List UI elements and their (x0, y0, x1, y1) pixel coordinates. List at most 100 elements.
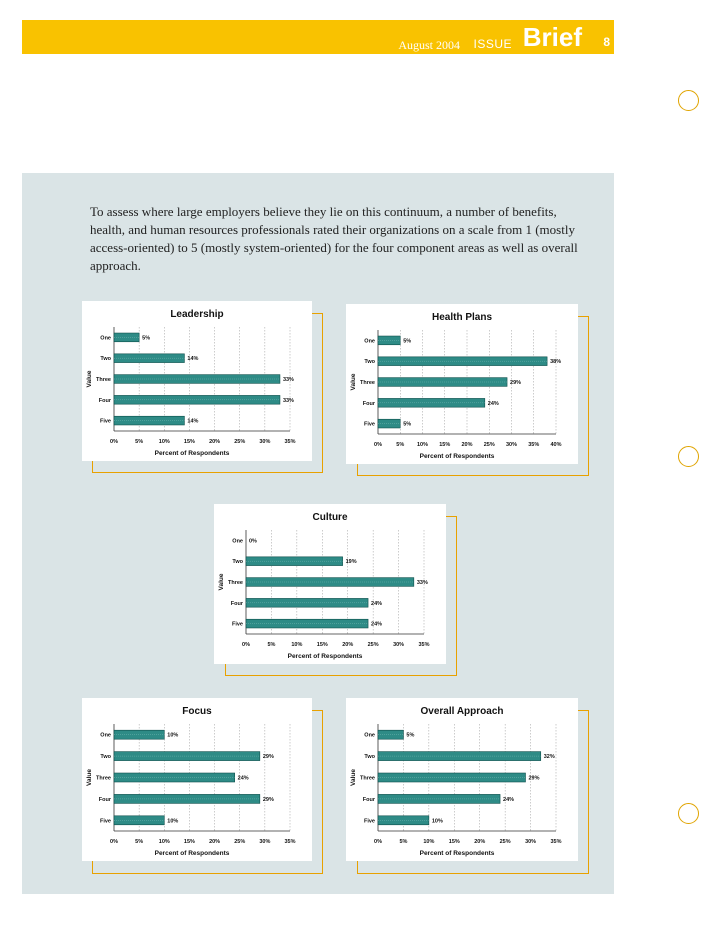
value-label: 10% (167, 818, 178, 824)
x-tick-label: 40% (550, 442, 561, 448)
chart-svg: Culture 0% 5% 10% 15% 20% 25% 30% 35% One 0% Two 19%… (218, 512, 430, 660)
x-tick-label: 20% (342, 642, 353, 648)
category-label: Two (100, 754, 111, 760)
x-axis-label: Percent of Respondents (288, 653, 363, 660)
y-axis-label: Value (350, 373, 357, 390)
value-label: 24% (371, 601, 382, 607)
x-tick-label: 35% (528, 442, 539, 448)
chart-title: Overall Approach (421, 706, 504, 717)
value-label: 29% (510, 380, 521, 386)
value-label: 29% (263, 797, 274, 803)
binder-hole-icon (678, 90, 699, 111)
x-tick-label: 10% (417, 442, 428, 448)
chart-svg: Health Plans 0% 5% 10% 15% 20% 25% 30% 35% 40% One… (350, 312, 562, 460)
x-tick-label: 20% (474, 839, 485, 845)
chart-svg: Focus 0% 5% 10% 15% 20% 25% 30% 35% One 10% Two 29% T… (86, 706, 296, 857)
value-label: 0% (249, 538, 257, 544)
category-label: One (100, 733, 111, 739)
x-tick-label: 20% (209, 439, 220, 445)
y-axis-label: Value (218, 573, 225, 590)
value-label: 24% (503, 797, 514, 803)
category-label: One (232, 538, 243, 544)
x-tick-label: 35% (418, 642, 429, 648)
y-axis-label: Value (350, 769, 357, 786)
intro-paragraph: To assess where large employers believe … (90, 204, 578, 273)
category-label: Four (99, 398, 112, 404)
x-tick-label: 5% (135, 839, 143, 845)
value-label: 38% (550, 359, 561, 365)
x-tick-label: 5% (399, 839, 407, 845)
chart-title: Leadership (170, 309, 223, 320)
category-label: One (364, 338, 375, 344)
chart-overall-approach: Overall Approach 0% 5% 10% 15% 20% 25% 30% 35% On… (346, 698, 578, 861)
category-label: Five (232, 622, 243, 628)
value-label: 33% (417, 580, 428, 586)
x-tick-label: 15% (317, 642, 328, 648)
x-tick-label: 10% (159, 439, 170, 445)
category-label: One (364, 733, 375, 739)
x-axis-label: Percent of Respondents (420, 850, 495, 857)
value-label: 5% (403, 422, 411, 428)
x-tick-label: 35% (550, 839, 561, 845)
category-label: Five (100, 818, 111, 824)
brief-logo: Brief (522, 22, 582, 52)
chart-title: Culture (313, 512, 348, 523)
value-label: 14% (187, 419, 198, 425)
x-tick-label: 20% (461, 442, 472, 448)
x-tick-label: 20% (209, 839, 220, 845)
category-label: Five (364, 422, 375, 428)
category-label: Four (99, 797, 112, 803)
x-tick-label: 0% (242, 642, 250, 648)
y-axis-label: Value (86, 769, 93, 786)
x-tick-label: 10% (423, 839, 434, 845)
chart-focus: Focus 0% 5% 10% 15% 20% 25% 30% 35% One 10% Two 29% T… (82, 698, 312, 861)
category-label: Five (100, 419, 111, 425)
x-tick-label: 30% (259, 439, 270, 445)
category-label: Three (228, 580, 243, 586)
value-label: 10% (432, 818, 443, 824)
chart-culture: Culture 0% 5% 10% 15% 20% 25% 30% 35% One 0% Two 19%… (214, 504, 446, 664)
issue-date: August 2004 (398, 38, 460, 52)
chart-title: Health Plans (432, 312, 492, 323)
value-label: 14% (187, 356, 198, 362)
x-tick-label: 30% (393, 642, 404, 648)
x-tick-label: 10% (159, 839, 170, 845)
x-tick-label: 15% (449, 839, 460, 845)
category-label: Three (360, 776, 375, 782)
category-label: Five (364, 818, 375, 824)
chart-leadership: Leadership 0% 5% 10% 15% 20% 25% 30% 35% One 5% Two… (82, 301, 312, 461)
x-tick-label: 30% (259, 839, 270, 845)
x-tick-label: 0% (374, 442, 382, 448)
x-tick-label: 15% (184, 439, 195, 445)
category-label: One (100, 335, 111, 341)
x-tick-label: 5% (396, 442, 404, 448)
value-label: 24% (371, 622, 382, 628)
category-label: Four (363, 401, 376, 407)
x-tick-label: 0% (110, 439, 118, 445)
x-tick-label: 10% (291, 642, 302, 648)
category-label: Four (231, 601, 244, 607)
x-tick-label: 15% (184, 839, 195, 845)
binder-hole-icon (678, 446, 699, 467)
chart-svg: Leadership 0% 5% 10% 15% 20% 25% 30% 35% One 5% Two… (86, 309, 296, 457)
value-label: 5% (403, 338, 411, 344)
value-label: 33% (283, 377, 294, 383)
category-label: Two (364, 359, 375, 365)
chart-health-plans: Health Plans 0% 5% 10% 15% 20% 25% 30% 35% 40% One… (346, 304, 578, 464)
header-bar: August 2004 ISSUE Brief 8 (22, 20, 614, 54)
binder-hole-icon (678, 803, 699, 824)
x-axis-label: Percent of Respondents (155, 850, 230, 857)
chart-title: Focus (182, 706, 212, 717)
x-tick-label: 25% (234, 439, 245, 445)
value-label: 33% (283, 398, 294, 404)
issue-label: ISSUE (473, 37, 512, 51)
x-tick-label: 0% (374, 839, 382, 845)
x-axis-label: Percent of Respondents (420, 453, 495, 460)
x-tick-label: 0% (110, 839, 118, 845)
x-tick-label: 35% (284, 439, 295, 445)
value-label: 10% (167, 733, 178, 739)
value-label: 32% (544, 754, 555, 760)
value-label: 29% (528, 776, 539, 782)
category-label: Two (100, 356, 111, 362)
value-label: 24% (238, 776, 249, 782)
